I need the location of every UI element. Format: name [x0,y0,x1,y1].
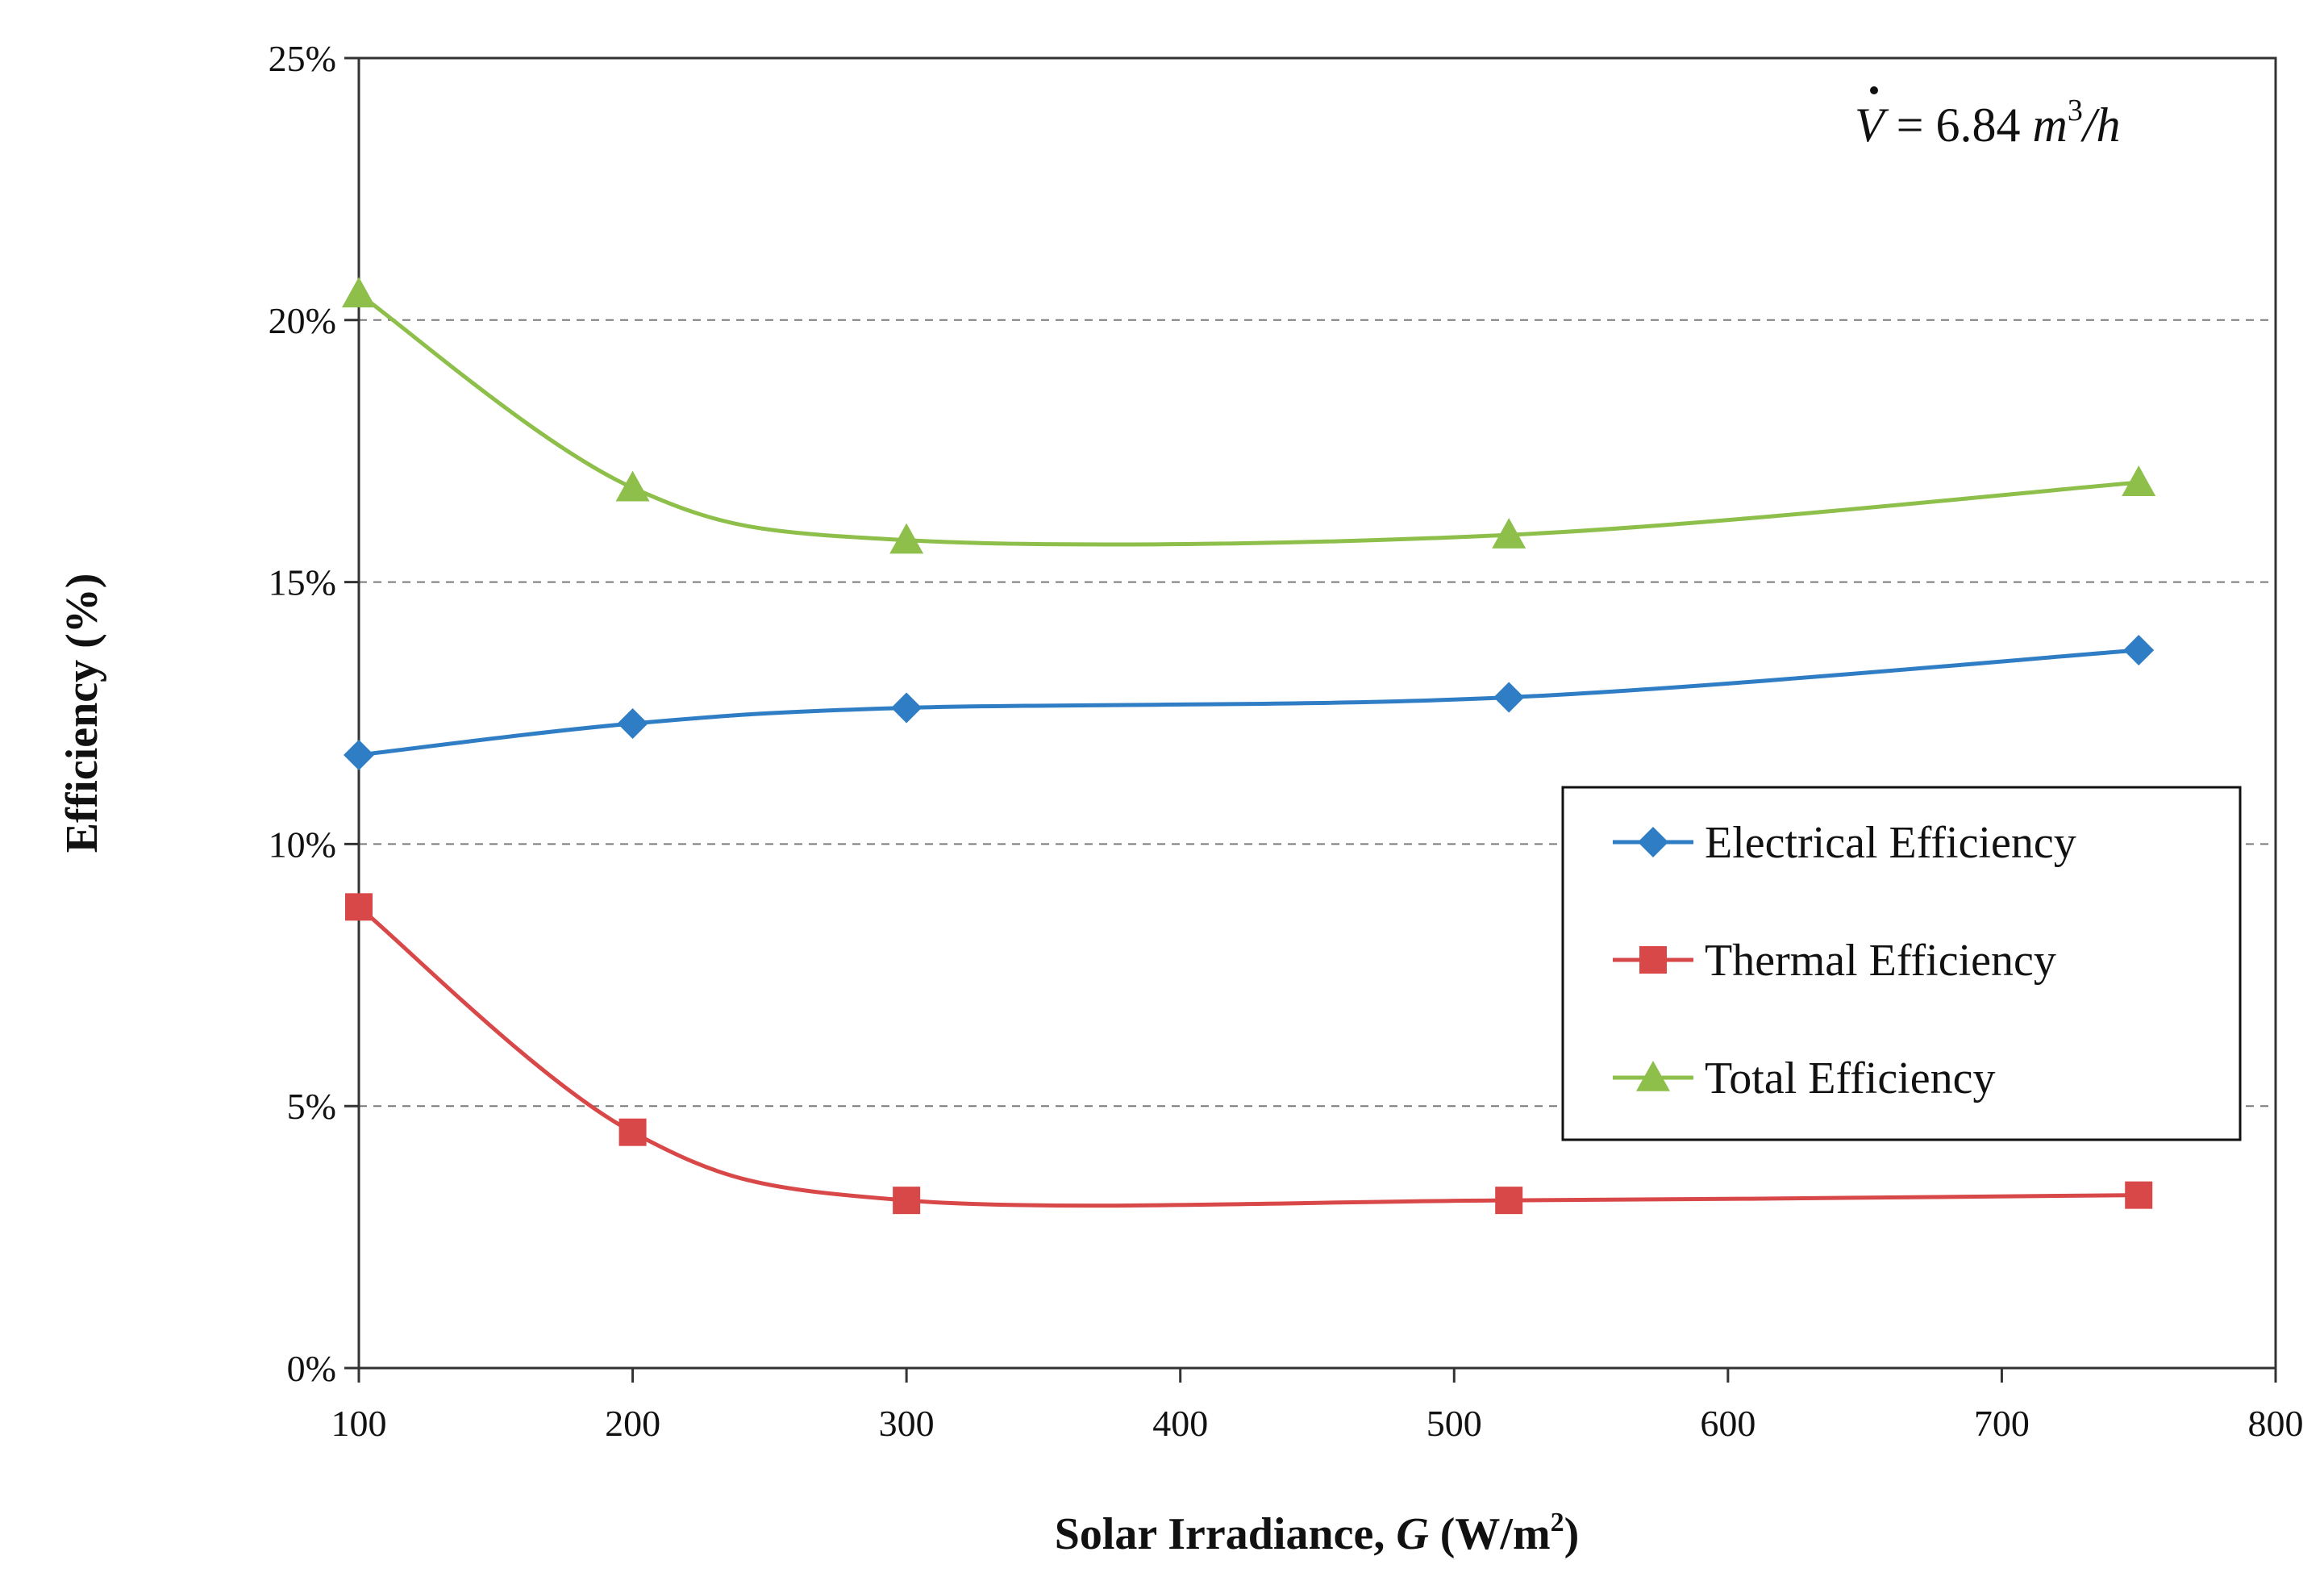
y-axis: 0% 5% 10% 15% 20% 25% [269,38,359,1389]
series-layer [342,277,2156,1215]
data-point [615,470,650,502]
y-tick-label: 10% [269,824,336,865]
y-tick-label: 0% [287,1348,336,1389]
legend: Electrical Efficiency Thermal Efficiency T… [1561,786,2242,1141]
y-tick-label: 25% [269,38,336,79]
x-axis-title: Solar Irradiance, G (W/m2) [1055,1508,1580,1559]
data-point [1492,518,1526,549]
y-tick-label: 15% [269,562,336,603]
data-point [889,523,924,554]
data-point [342,277,376,308]
x-tick-label: 100 [331,1403,387,1444]
legend-label: Thermal Efficiency [1705,936,2056,986]
data-point [1495,1187,1523,1215]
svg-text:V = 6.84 m3/h: V = 6.84 m3/h [1855,94,2121,152]
legend-label: Electrical Efficiency [1705,818,2076,868]
data-point [2122,465,2156,496]
data-point [893,1187,921,1215]
legend-marker [1639,946,1667,974]
data-point [2123,635,2155,666]
legend-marker [1636,1061,1670,1091]
legend-label: Total Efficiency [1705,1053,1995,1103]
x-tick-label: 800 [2248,1403,2304,1444]
data-point [891,692,923,724]
v-dot-accent [1870,86,1878,94]
data-point [2125,1181,2153,1209]
flow-rate-annotation: V = 6.84 m3/h [1855,86,2121,152]
y-tick-label: 5% [287,1086,336,1127]
series-electrical-efficiency [344,635,2155,770]
x-tick-label: 400 [1152,1403,1208,1444]
series-thermal-efficiency [345,893,2153,1215]
x-axis: 100 200 300 400 500 600 700 800 [331,1368,2304,1444]
data-point [345,893,373,921]
legend-box [1561,786,2242,1141]
data-point [617,707,648,739]
x-tick-label: 300 [879,1403,935,1444]
legend-marker [1638,827,1668,857]
data-point [344,739,374,770]
x-tick-label: 200 [605,1403,660,1444]
series-line [358,648,2139,757]
series-line [357,292,2139,547]
data-point [1493,682,1525,713]
plot-area [357,56,2277,1370]
data-point [618,1118,647,1146]
legend-item-total-efficiency: Total Efficiency [1613,1053,1995,1103]
legend-item-electrical-efficiency: Electrical Efficiency [1613,818,2076,868]
legend-item-thermal-efficiency: Thermal Efficiency [1613,936,2056,986]
series-line [357,905,2139,1208]
x-tick-label: 600 [1700,1403,1755,1444]
y-axis-title: Efficiency (%) [57,574,107,853]
x-tick-label: 500 [1426,1403,1482,1444]
y-tick-label: 20% [269,300,336,341]
series-total-efficiency [342,277,2156,554]
x-tick-label: 700 [1974,1403,2030,1444]
